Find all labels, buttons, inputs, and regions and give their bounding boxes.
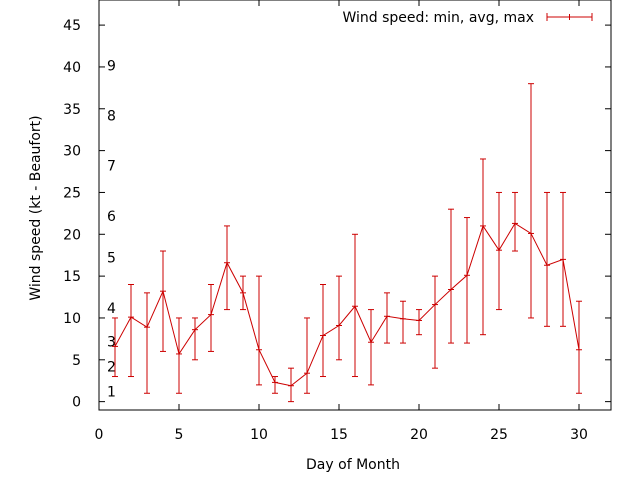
avg-point	[144, 324, 150, 331]
x-axis-label: Day of Month	[306, 457, 400, 473]
y-tick-label: 15	[63, 269, 81, 285]
avg-point	[352, 303, 358, 310]
avg-point	[336, 322, 342, 329]
avg-point	[256, 346, 262, 353]
avg-point	[128, 314, 134, 321]
error-bar	[368, 309, 374, 386]
plot-frame	[98, 0, 612, 411]
beaufort-label: 6	[107, 209, 116, 225]
avg-point	[112, 343, 118, 350]
avg-point	[288, 382, 294, 389]
beaufort-label: 4	[107, 301, 116, 317]
error-bar	[400, 300, 406, 344]
beaufort-label: 7	[107, 159, 116, 175]
error-bar	[224, 225, 230, 311]
error-bar	[208, 283, 214, 352]
legend: Wind speed: min, avg, max	[342, 10, 593, 26]
error-bar	[128, 283, 134, 378]
beaufort-label: 2	[107, 359, 116, 375]
avg-point	[176, 350, 182, 357]
error-bar	[320, 283, 326, 378]
avg-point	[224, 259, 230, 266]
y-tick-label: 20	[63, 227, 81, 243]
avg-point	[480, 222, 486, 229]
avg-point	[272, 379, 278, 386]
avg-point	[432, 301, 438, 308]
legend-label: Wind speed: min, avg, max	[342, 10, 534, 26]
avg-point	[416, 317, 422, 324]
y-tick-label: 5	[72, 353, 81, 369]
beaufort-label: 1	[107, 385, 116, 401]
avg-point	[496, 247, 502, 254]
x-tick-label: 0	[95, 427, 104, 443]
series-wind-speed	[112, 83, 582, 403]
error-bar	[144, 292, 150, 394]
beaufort-label: 8	[107, 108, 116, 124]
y-tick-label: 30	[63, 144, 81, 160]
avg-point	[304, 370, 310, 377]
avg-point	[576, 346, 582, 353]
avg-point	[192, 326, 198, 333]
error-bar	[304, 317, 310, 394]
error-bar	[336, 275, 342, 361]
avg-point	[240, 289, 246, 296]
error-bar	[544, 191, 550, 327]
avg-point	[448, 286, 454, 293]
beaufort-label: 5	[107, 251, 116, 267]
avg-point	[208, 311, 214, 318]
avg-point	[464, 272, 470, 279]
avg-point	[512, 220, 518, 227]
x-tick-label: 5	[175, 427, 184, 443]
beaufort-annotations: 1 2 3 4 5 6 7 8 9	[107, 58, 116, 400]
avg-point	[560, 256, 566, 263]
x-tick-label: 10	[250, 427, 268, 443]
x-tick-label: 30	[570, 427, 588, 443]
x-tick-label: 15	[330, 427, 348, 443]
error-bar	[528, 83, 534, 319]
beaufort-label: 9	[107, 58, 116, 74]
avg-point	[320, 332, 326, 339]
y-tick-label: 40	[63, 60, 81, 76]
error-bar	[464, 217, 470, 344]
x-tick-label: 20	[410, 427, 428, 443]
avg-point	[160, 288, 166, 295]
avg-point	[544, 262, 550, 269]
y-tick-label: 45	[63, 18, 81, 34]
error-bar	[432, 275, 438, 369]
y-axis-label: Wind speed (kt - Beaufort)	[28, 115, 44, 300]
x-tick-label: 25	[490, 427, 508, 443]
avg-line	[114, 222, 580, 387]
y-tick-label: 0	[72, 395, 81, 411]
beaufort-label: 3	[107, 334, 116, 350]
avg-point	[368, 339, 374, 346]
error-bar	[192, 317, 198, 361]
error-bar	[448, 208, 454, 344]
y-tick-label: 25	[63, 185, 81, 201]
avg-point	[400, 315, 406, 322]
y-tick-label: 10	[63, 311, 81, 327]
avg-point	[528, 230, 534, 237]
error-bar	[480, 158, 486, 336]
y-tick-label: 35	[63, 102, 81, 118]
error-bar	[160, 250, 166, 352]
avg-point	[384, 313, 390, 320]
error-bar	[256, 275, 262, 386]
